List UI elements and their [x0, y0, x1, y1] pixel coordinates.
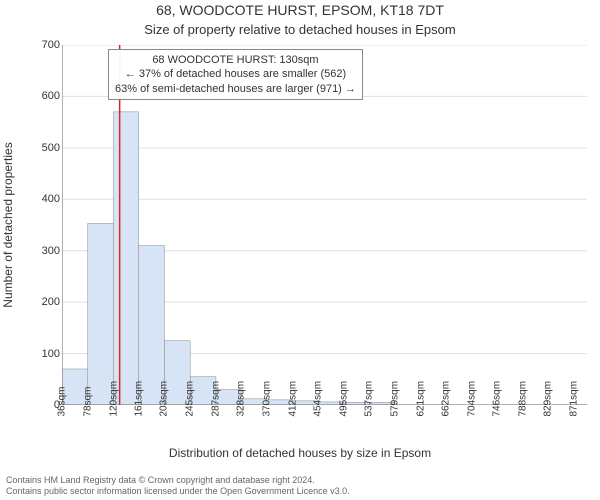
y-tick-label: 600 [10, 90, 60, 102]
y-tick-label: 500 [10, 142, 60, 154]
y-tick-label: 0 [10, 399, 60, 411]
title-sub: Size of property relative to detached ho… [0, 22, 600, 37]
footer-text: Contains HM Land Registry data © Crown c… [6, 475, 350, 497]
annotation-line-1: 68 WOODCOTE HURST: 130sqm [115, 53, 356, 67]
annotation-box: 68 WOODCOTE HURST: 130sqm ← 37% of detac… [108, 49, 363, 100]
y-axis-label: Number of detached properties [1, 142, 15, 307]
chart-root: 68, WOODCOTE HURST, EPSOM, KT18 7DT Size… [0, 0, 600, 500]
histogram-bar [114, 112, 139, 405]
footer-line-2: Contains public sector information licen… [6, 486, 350, 497]
histogram-bar [88, 223, 114, 405]
footer-line-1: Contains HM Land Registry data © Crown c… [6, 475, 350, 486]
annotation-line-2: ← 37% of detached houses are smaller (56… [115, 67, 356, 81]
y-tick-label: 200 [10, 296, 60, 308]
y-tick-label: 100 [10, 348, 60, 360]
y-tick-label: 700 [10, 39, 60, 51]
annotation-line-3: 63% of semi-detached houses are larger (… [115, 82, 356, 96]
y-tick-label: 300 [10, 245, 60, 257]
y-tick-label: 400 [10, 193, 60, 205]
x-axis-label: Distribution of detached houses by size … [0, 446, 600, 460]
title-main: 68, WOODCOTE HURST, EPSOM, KT18 7DT [0, 2, 600, 18]
